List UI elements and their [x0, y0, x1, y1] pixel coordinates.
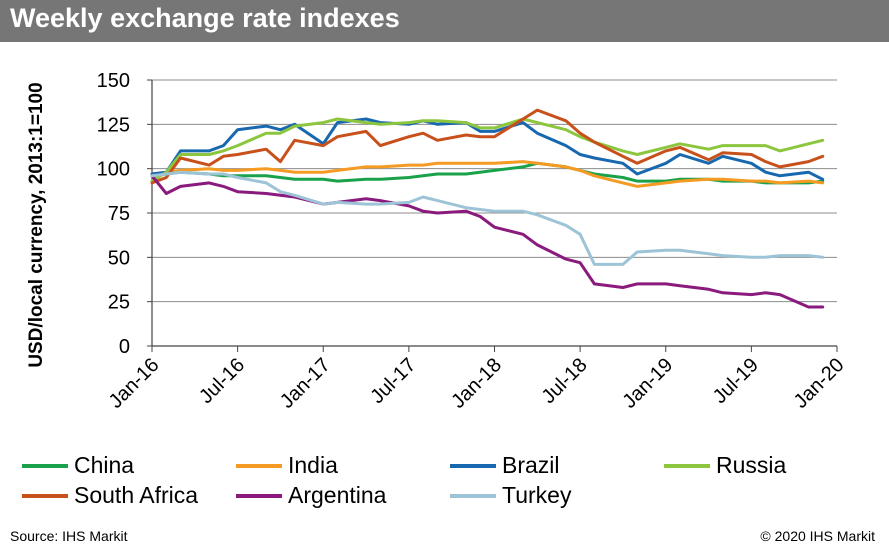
y-tick-label: 50 [108, 247, 130, 269]
series-line-turkey [150, 170, 825, 266]
legend-label: Argentina [288, 482, 387, 508]
legend-label: China [74, 452, 135, 478]
x-tick-label: Jan-16 [105, 354, 164, 413]
series-line-brazil [150, 117, 825, 181]
x-tick-label: Jan-17 [276, 354, 335, 413]
legend-label: South Africa [74, 482, 199, 508]
legend-swatch [664, 464, 710, 468]
x-tick-label: Jan-20 [790, 354, 849, 413]
y-tick-label: 25 [108, 292, 130, 314]
legend-label: Brazil [502, 452, 560, 478]
chart-legend: China India Brazil Russia South Africa Argent… [0, 452, 889, 516]
legend-swatch [22, 494, 68, 498]
series-line-argentina [150, 174, 825, 309]
chart-title: Weekly exchange rate indexes [10, 3, 400, 33]
series-line-russia [150, 117, 825, 183]
y-tick-label: 100 [97, 159, 130, 181]
series-line-india [150, 160, 825, 188]
series-line-south-africa [150, 108, 825, 185]
y-axis-title: USD/local currency, 2013:1=100 [26, 82, 47, 367]
chart-plot: 0 25 50 75 100 125 150 Jan-16 Jul-16 Jan-17 Jul-17… [26, 70, 849, 413]
legend-swatch [236, 464, 282, 468]
title-bar: Weekly exchange rate indexes [0, 0, 889, 42]
x-tick-label: Jul-19 [709, 354, 763, 408]
y-tick-label: 0 [119, 336, 130, 358]
x-tick-label: Jul-16 [195, 354, 249, 408]
legend-swatch [236, 494, 282, 498]
legend-swatch [22, 464, 68, 468]
legend-label: Turkey [502, 482, 572, 508]
x-tick-label: Jan-18 [447, 354, 506, 413]
source-note: Source: IHS Markit [10, 528, 128, 544]
legend-swatch [450, 494, 496, 498]
x-tick-label: Jul-18 [538, 354, 592, 408]
x-tick-label: Jul-17 [366, 354, 420, 408]
y-tick-label: 75 [108, 203, 130, 225]
y-tick-label: 150 [97, 70, 130, 92]
y-tick-label: 125 [97, 114, 130, 136]
x-tick-label: Jan-19 [618, 354, 677, 413]
legend-label: Russia [716, 452, 787, 478]
copyright-note: © 2020 IHS Markit [760, 528, 875, 544]
legend-swatch [450, 464, 496, 468]
legend-label: India [288, 452, 338, 478]
